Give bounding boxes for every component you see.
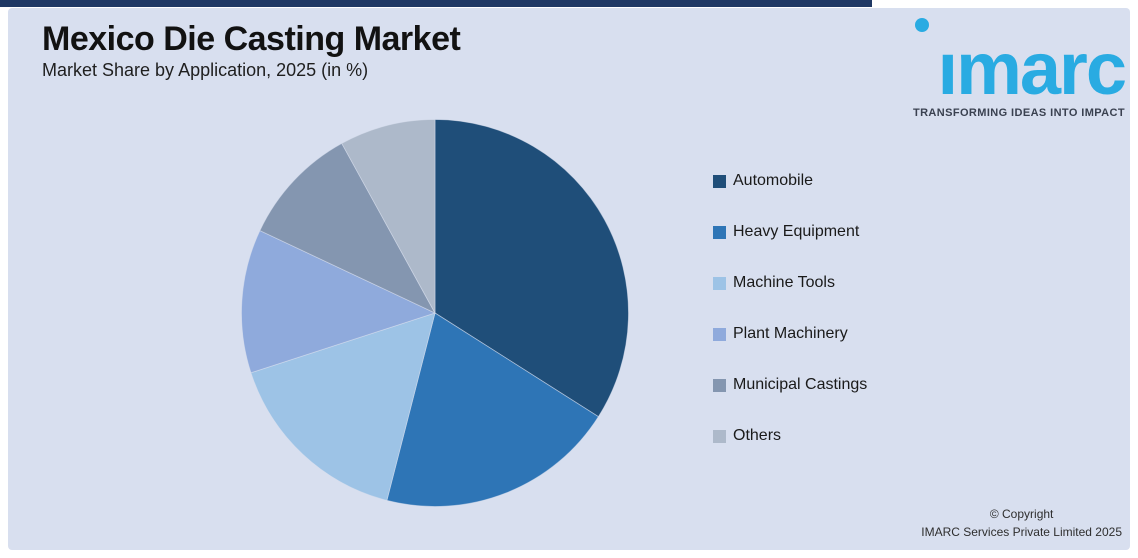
legend-label-machine-tools: Machine Tools xyxy=(733,274,835,291)
legend-item-municipal-castings: Municipal Castings xyxy=(713,375,867,395)
chart-legend: Automobile Heavy Equipment Machine Tools Pl… xyxy=(713,171,867,446)
page-title: Mexico Die Casting Market xyxy=(42,20,461,58)
legend-item-heavy-equipment: Heavy Equipment xyxy=(713,222,867,242)
pie-slice-others xyxy=(341,119,436,314)
logo-wordmark: ımarc xyxy=(937,27,1127,110)
pie-slice-automobile xyxy=(434,119,629,418)
copyright-note: © Copyright IMARC Services Private Limit… xyxy=(921,505,1122,542)
legend-label-municipal-castings: Municipal Castings xyxy=(733,376,868,393)
legend-item-plant-machinery: Plant Machinery xyxy=(713,324,867,344)
legend-label-others: Others xyxy=(733,427,782,444)
legend-label-plant-machinery: Plant Machinery xyxy=(733,325,848,342)
legend-swatch-automobile xyxy=(713,174,726,188)
pie-slice-plant-machinery xyxy=(241,230,437,374)
pie-chart xyxy=(240,118,630,508)
page-subtitle: Market Share by Application, 2025 (in %) xyxy=(42,60,369,80)
legend-swatch-others xyxy=(713,429,726,443)
legend-item-automobile: Automobile xyxy=(713,171,867,191)
legend-swatch-heavy-equipment xyxy=(713,225,726,239)
legend-label-automobile: Automobile xyxy=(733,172,814,189)
logo-tagline: TRANSFORMING IDEAS INTO IMPACT xyxy=(912,106,1125,119)
pie-chart-svg xyxy=(241,119,629,507)
legend-swatch-municipal-castings xyxy=(713,378,726,392)
pie-slice-heavy-equipment xyxy=(386,312,599,507)
logo-i-dot-icon xyxy=(915,18,929,32)
legend-label-heavy-equipment: Heavy Equipment xyxy=(733,223,860,240)
legend-swatch-machine-tools xyxy=(713,276,726,290)
top-accent-bar xyxy=(0,0,872,7)
legend-item-others: Others xyxy=(713,426,867,446)
legend-swatch-plant-machinery xyxy=(713,327,726,341)
legend-item-machine-tools: Machine Tools xyxy=(713,273,867,293)
copyright-line1: © Copyright xyxy=(989,506,1054,521)
copyright-line2: IMARC Services Private Limited 2025 xyxy=(921,525,1122,540)
pie-slice-machine-tools xyxy=(250,312,436,501)
imarc-logo: ımarc TRANSFORMING IDEAS INTO IMPACT xyxy=(893,10,1127,119)
pie-slice-municipal-castings xyxy=(259,142,436,314)
